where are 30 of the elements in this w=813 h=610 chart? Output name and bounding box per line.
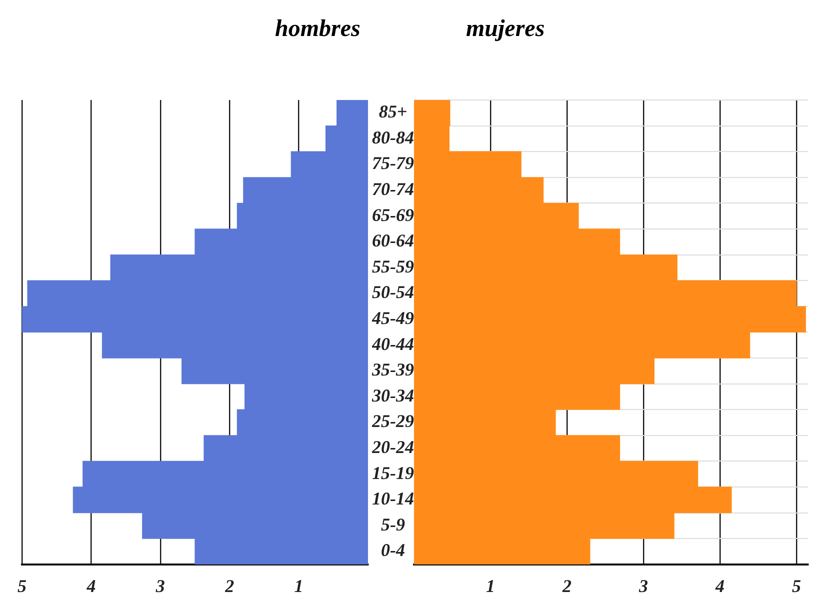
y-tick-label: 25-29 — [370, 411, 414, 432]
y-tick-label: 50-54 — [372, 282, 414, 302]
y-tick-label: 75-79 — [372, 153, 414, 174]
y-tick-label: 0-4 — [380, 540, 405, 560]
y-tick-label: 65-69 — [372, 204, 414, 225]
x-tick-label: 2 — [561, 576, 572, 596]
y-tick-label: 85+ — [378, 102, 408, 122]
x-tick-label: 4 — [714, 576, 724, 596]
y-tick-label: 40-44 — [370, 334, 414, 354]
x-tick-label: 5 — [18, 576, 26, 596]
y-tick-label: 80-84 — [372, 127, 414, 148]
y-tick-label: 55-59 — [372, 256, 414, 276]
x-tick-label: 3 — [638, 576, 648, 596]
x-tick-label: 2 — [224, 576, 234, 596]
x-tick-label: 4 — [86, 576, 96, 596]
y-tick-label: 5-9 — [380, 514, 405, 534]
y-tick-label: 45-49 — [370, 308, 414, 328]
y-tick-label: 30-34 — [370, 385, 414, 406]
chart-title: mujeres — [466, 16, 545, 43]
y-tick-label: 20-24 — [370, 436, 414, 457]
y-tick-label: 60-64 — [372, 230, 414, 251]
y-tick-label: 10-14 — [372, 488, 414, 509]
x-tick-label: 1 — [486, 576, 495, 596]
x-tick-label: 5 — [792, 576, 801, 596]
y-tick-label: 15-19 — [372, 462, 414, 483]
x-tick-label: 3 — [154, 576, 165, 596]
x-tick-label: 1 — [294, 576, 304, 596]
y-tick-label: 35-39 — [370, 360, 414, 380]
y-tick-label: 70-74 — [372, 178, 414, 199]
chart-title: hombres — [275, 16, 360, 43]
